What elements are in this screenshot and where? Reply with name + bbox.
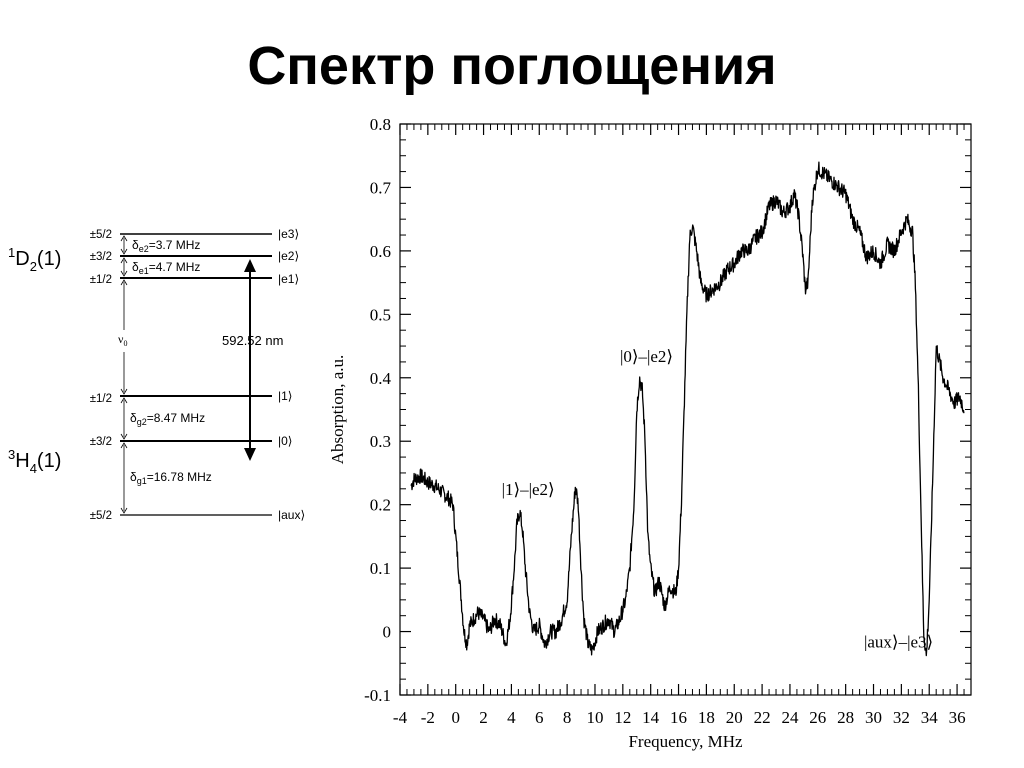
x-tick-label: 22 <box>754 708 771 727</box>
x-tick-label: 10 <box>586 708 603 727</box>
x-tick-label: 16 <box>670 708 687 727</box>
y-tick-label: 0.1 <box>370 559 391 578</box>
arrowhead <box>120 257 128 264</box>
x-tick-label: 6 <box>535 708 544 727</box>
y-axis-title: Absorption, a.u. <box>328 355 347 465</box>
x-axis-title: Frequency, MHz <box>628 732 743 751</box>
spin-label: ±5/2 <box>90 510 112 522</box>
arrowhead <box>120 235 128 242</box>
splitting-label-e2: δe2=3.7 MHz <box>132 238 200 254</box>
y-tick-label: -0.1 <box>364 686 391 705</box>
arrowhead <box>120 279 128 286</box>
wavelength-label: 592.52 nm <box>222 333 283 348</box>
x-tick-label: 20 <box>726 708 743 727</box>
x-tick-label: 24 <box>781 708 799 727</box>
y-tick-label: 0.5 <box>370 305 391 324</box>
state-label: |1⟩ <box>278 389 292 403</box>
x-tick-label: 12 <box>614 708 631 727</box>
x-tick-label: 28 <box>837 708 854 727</box>
x-tick-label: 8 <box>563 708 572 727</box>
arrowhead-up <box>244 259 256 272</box>
spectrum-series-line <box>410 161 965 657</box>
peak-annotation: |1⟩–|e2⟩ <box>502 480 555 499</box>
y-tick-label: 0.8 <box>370 115 391 134</box>
slide-title: Спектр поглощения <box>247 36 776 96</box>
plot-frame <box>399 123 972 696</box>
x-tick-label: 32 <box>893 708 910 727</box>
arrowhead <box>120 248 128 255</box>
lower-term-label: 3H4(1) <box>8 447 61 476</box>
state-label: |aux⟩ <box>278 508 305 522</box>
state-label: |e3⟩ <box>278 227 299 241</box>
arrowhead <box>120 388 128 395</box>
spin-label: ±1/2 <box>90 274 112 286</box>
y-tick-label: 0.2 <box>370 496 391 515</box>
upper-term-label: 1D2(1) <box>8 245 61 274</box>
peak-annotations: |1⟩–|e2⟩ |0⟩–|e2⟩ |aux⟩–|e3⟩ <box>502 347 934 652</box>
x-tick-label: 0 <box>451 708 460 727</box>
nu0-label: ν0 <box>118 332 127 348</box>
arrowhead <box>120 433 128 440</box>
y-axis-tick-labels: -0.1 0 0.1 0.2 0.3 0.4 0.5 0.6 0.7 0.8 <box>364 115 391 705</box>
x-tick-label: -2 <box>421 708 435 727</box>
x-tick-label: 14 <box>642 708 660 727</box>
arrowhead <box>120 507 128 514</box>
energy-level-labels: 1D2(1) 3H4(1) ±5/2 ±3/2 ±1/2 ±1/2 ±3/2 ±… <box>8 227 305 522</box>
y-tick-label: 0.7 <box>370 178 392 197</box>
arrowhead <box>120 270 128 277</box>
spin-label: ±3/2 <box>90 436 112 448</box>
x-tick-label: 34 <box>921 708 939 727</box>
arrowhead <box>120 442 128 449</box>
arrowhead-down <box>244 448 256 461</box>
x-tick-label: 36 <box>949 708 966 727</box>
splitting-label-g1: δg1=16.78 MHz <box>130 470 212 486</box>
y-tick-label: 0.4 <box>370 369 392 388</box>
x-axis-ticks <box>399 124 972 695</box>
x-axis-tick-labels: -4 -2 0 2 4 6 8 10 12 14 16 18 20 22 24 26 28 30 32 34 36 <box>393 708 966 727</box>
x-tick-label: 30 <box>865 708 882 727</box>
x-tick-label: 18 <box>698 708 715 727</box>
state-label: |0⟩ <box>278 434 292 448</box>
peak-annotation: |aux⟩–|e3⟩ <box>864 632 933 651</box>
peak-annotation: |0⟩–|e2⟩ <box>620 347 673 366</box>
x-tick-label: -4 <box>393 708 408 727</box>
y-tick-label: 0 <box>383 623 392 642</box>
y-tick-label: 0.6 <box>370 242 391 261</box>
y-axis-ticks <box>400 123 971 696</box>
spin-label: ±3/2 <box>90 251 112 263</box>
state-label: |e2⟩ <box>278 249 299 263</box>
arrowhead <box>120 397 128 404</box>
x-tick-label: 4 <box>507 708 516 727</box>
x-tick-label: 2 <box>479 708 488 727</box>
splitting-label-e1: δe1=4.7 MHz <box>132 260 200 276</box>
y-tick-label: 0.3 <box>370 432 391 451</box>
spin-label: ±1/2 <box>90 393 112 405</box>
spin-label: ±5/2 <box>90 229 112 241</box>
energy-level-diagram <box>120 233 272 516</box>
splitting-label-g2: δg2=8.47 MHz <box>130 411 205 427</box>
x-tick-label: 26 <box>809 708 826 727</box>
state-label: |e1⟩ <box>278 272 299 286</box>
absorption-chart: -4 -2 0 2 4 6 8 10 12 14 16 18 20 22 24 26 28 30 32 34 36 -0… <box>328 115 972 751</box>
